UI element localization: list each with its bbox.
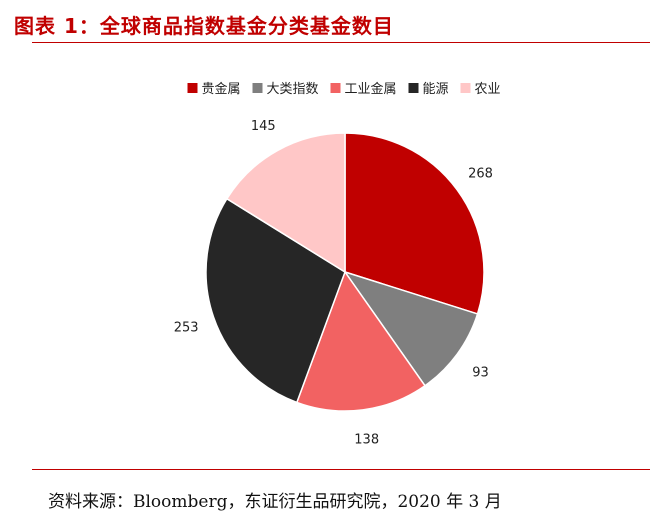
source-note: 资料来源：Bloomberg，东证衍生品研究院，2020 年 3 月 bbox=[48, 492, 502, 512]
figure-title: 图表 1：全球商品指数基金分类基金数目 bbox=[14, 14, 394, 38]
pie-slice-5 bbox=[225, 132, 346, 274]
pie-slice-3 bbox=[295, 270, 427, 412]
pie-chart: 贵金属 大类指数 工业金属 能源 农业 268 93 138 253 145 bbox=[174, 81, 501, 448]
chart-legend: 贵金属 大类指数 工业金属 能源 农业 bbox=[187, 81, 501, 97]
legend-label-4: 能源 bbox=[423, 82, 449, 97]
pie-slice-1 bbox=[344, 132, 485, 315]
bottom-divider bbox=[32, 469, 650, 470]
data-labels: 268 93 138 253 145 bbox=[174, 119, 493, 447]
legend-label-3: 工业金属 bbox=[345, 81, 397, 97]
legend-swatch-2 bbox=[252, 83, 263, 93]
data-label-1: 268 bbox=[468, 167, 493, 182]
legend-label-1: 贵金属 bbox=[202, 81, 241, 97]
pie-slice-4 bbox=[205, 197, 346, 404]
data-label-2: 93 bbox=[472, 365, 489, 380]
pie-slice-2 bbox=[343, 270, 479, 387]
legend-label-2: 大类指数 bbox=[267, 82, 319, 97]
pie-slices bbox=[205, 132, 485, 412]
legend-swatch-3 bbox=[330, 83, 341, 93]
data-label-5: 145 bbox=[251, 119, 276, 134]
legend-swatch-4 bbox=[408, 83, 419, 93]
top-divider bbox=[32, 42, 650, 43]
legend-swatch-1 bbox=[187, 83, 198, 93]
data-label-4: 253 bbox=[174, 321, 199, 336]
data-label-3: 138 bbox=[354, 433, 379, 448]
legend-swatch-5 bbox=[460, 83, 471, 93]
legend-label-5: 农业 bbox=[475, 82, 501, 97]
